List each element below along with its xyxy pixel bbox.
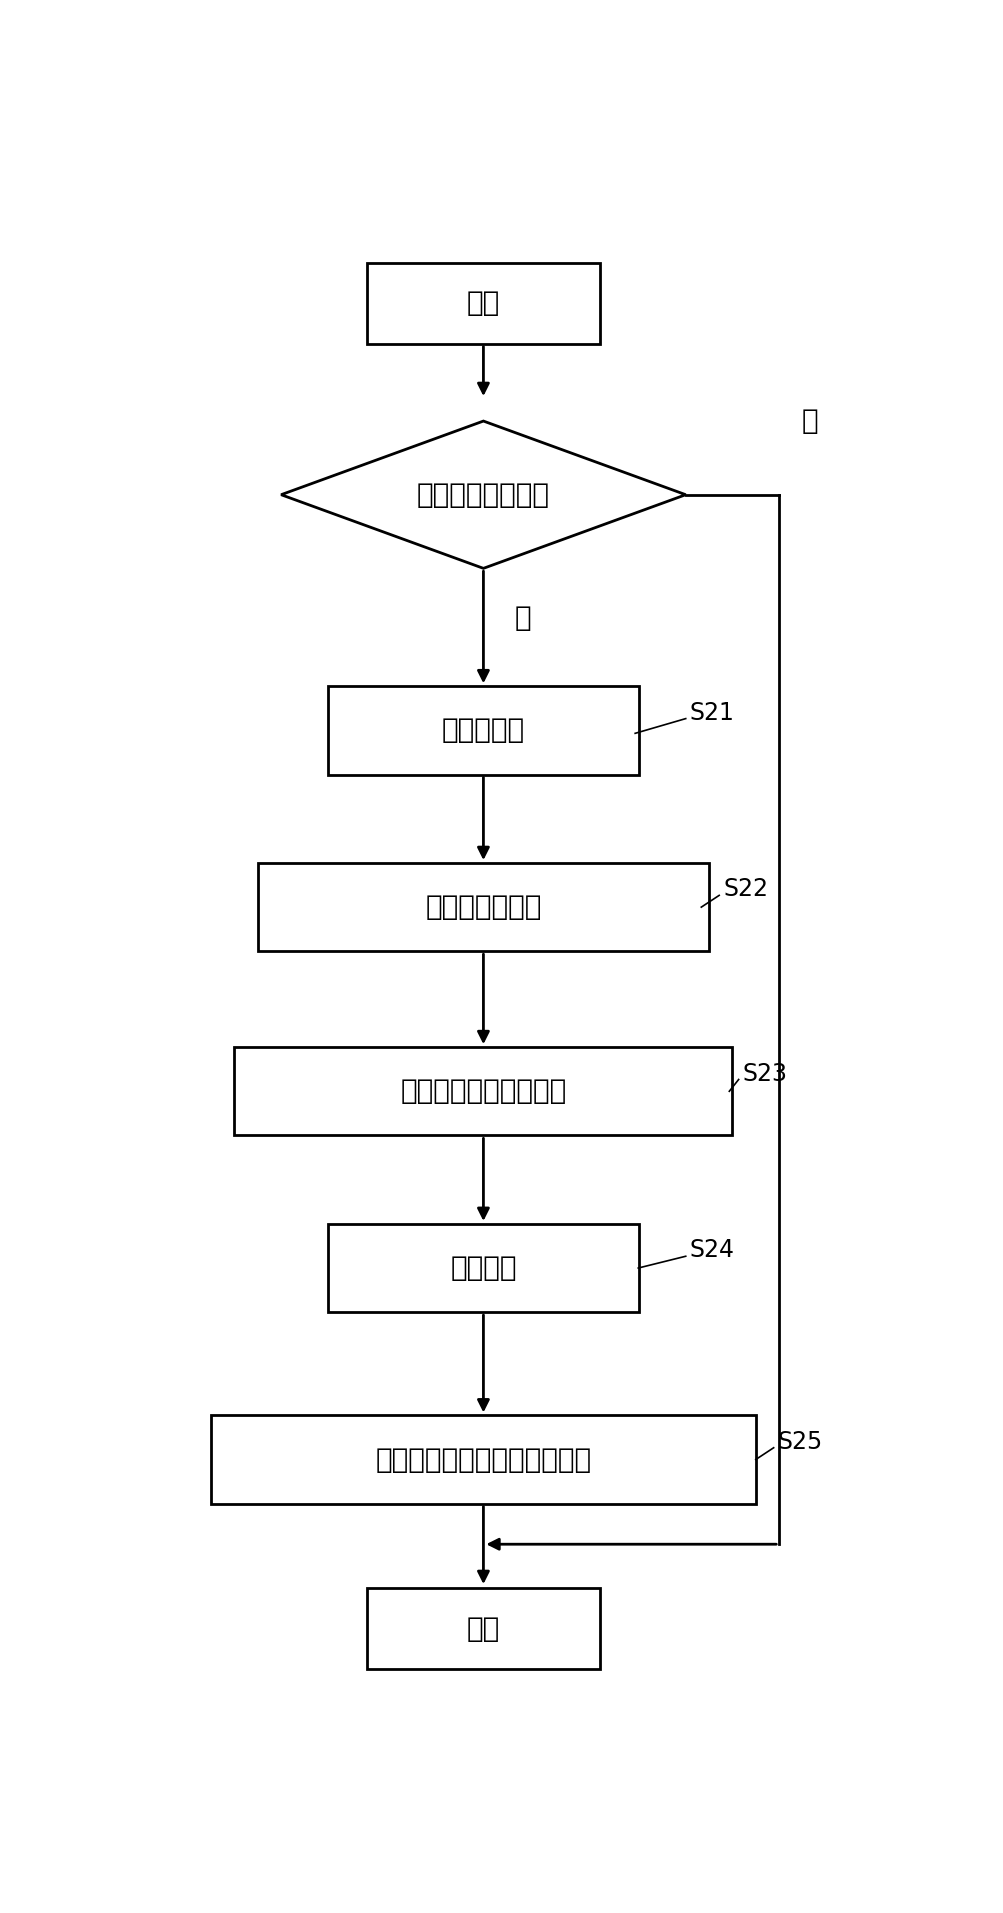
Text: S23: S23: [742, 1062, 786, 1085]
Polygon shape: [281, 421, 685, 568]
Text: S24: S24: [689, 1238, 734, 1263]
Bar: [235, 1046, 732, 1136]
Text: 是: 是: [515, 605, 531, 633]
Bar: [211, 1416, 755, 1504]
Text: 导联优选: 导联优选: [449, 1255, 517, 1282]
Text: 单导联信号分析: 单导联信号分析: [425, 893, 541, 922]
Text: S25: S25: [776, 1429, 822, 1454]
Bar: [366, 262, 600, 344]
Text: 有新的采样数据？: 有新的采样数据？: [416, 480, 550, 509]
Text: S22: S22: [722, 878, 767, 901]
Text: 信号预处理: 信号预处理: [441, 715, 525, 744]
Text: 结束: 结束: [466, 1615, 499, 1643]
Text: S21: S21: [689, 700, 734, 725]
Bar: [258, 863, 708, 951]
Text: 优选导联动态切换及组合输出: 优选导联动态切换及组合输出: [375, 1446, 591, 1473]
Text: 开始: 开始: [466, 289, 499, 318]
Bar: [366, 1588, 600, 1670]
Text: 否: 否: [801, 407, 817, 434]
Bar: [328, 687, 639, 775]
Text: 生成信号质量判断指标: 生成信号质量判断指标: [400, 1077, 566, 1106]
Bar: [328, 1224, 639, 1312]
